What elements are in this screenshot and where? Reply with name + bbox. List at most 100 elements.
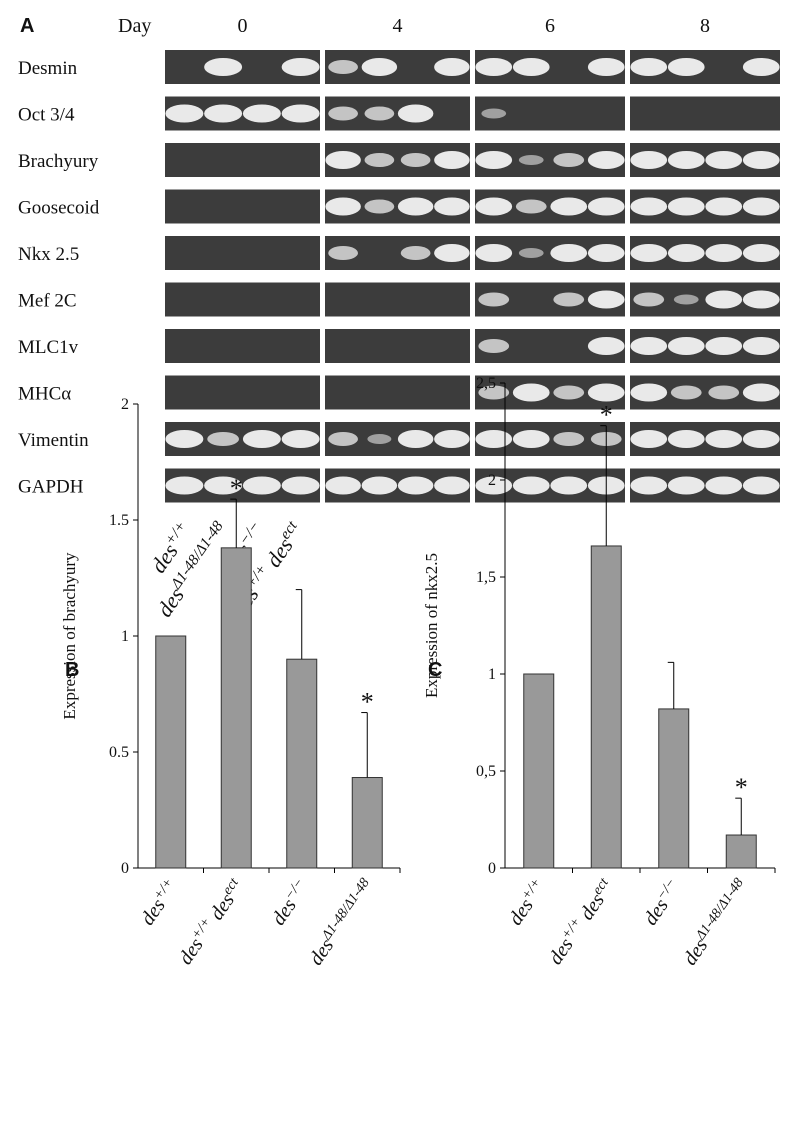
lane-label: des+/+ desect: [173, 874, 249, 968]
band: [587, 197, 625, 216]
label-base: des: [639, 895, 672, 930]
band: [550, 197, 588, 216]
gel-strip: [165, 189, 320, 224]
band: [705, 476, 743, 495]
band: [515, 199, 547, 214]
panel-label: A: [20, 15, 34, 37]
band: [165, 430, 204, 448]
band: [165, 476, 204, 495]
band: [281, 476, 320, 495]
band: [364, 106, 395, 121]
y-tick-label: 0: [121, 860, 129, 877]
day-label: Day: [118, 15, 151, 37]
band: [481, 108, 507, 119]
lane-label: des−/−: [266, 875, 314, 929]
lane-label: des+/+: [503, 875, 551, 929]
gene-label: Goosecoid: [18, 198, 100, 219]
label-base: des: [504, 895, 537, 930]
gene-label: GAPDH: [18, 477, 84, 498]
band: [475, 476, 513, 495]
gene-label: Brachyury: [18, 151, 99, 172]
bar: [220, 547, 252, 869]
band: [705, 430, 743, 448]
significance: *: [735, 773, 748, 802]
lane-label: des+/+ desect: [543, 874, 619, 968]
lane-label: desΔ1-48/Δ1-48: [304, 875, 380, 969]
band: [518, 248, 544, 258]
y-tick-label: 0.5: [109, 744, 129, 761]
label-base: des: [544, 934, 577, 969]
band: [434, 151, 470, 169]
bar: [590, 545, 622, 869]
y-tick-label: 1: [121, 628, 129, 645]
panel-label: C: [428, 659, 442, 681]
band: [325, 151, 361, 169]
band: [667, 337, 705, 355]
band: [364, 153, 395, 167]
band: [478, 339, 510, 353]
band: [281, 104, 320, 123]
gene-label: Desmin: [18, 58, 78, 79]
y-axis-label: Expression of brachyury: [60, 552, 79, 720]
band: [667, 430, 705, 448]
band: [742, 151, 780, 169]
gel-strip: [325, 282, 470, 317]
band: [475, 197, 513, 216]
day: 4: [393, 15, 403, 37]
band: [673, 294, 699, 305]
band: [512, 476, 550, 495]
band: [630, 151, 668, 169]
band: [397, 197, 434, 216]
band: [630, 383, 668, 402]
band: [328, 60, 358, 74]
lane-label: des+/+: [135, 875, 183, 929]
band: [587, 337, 625, 355]
band: [705, 244, 743, 262]
band: [742, 290, 780, 309]
band: [204, 58, 243, 76]
band: [512, 383, 550, 402]
bar: [155, 635, 187, 869]
band: [281, 58, 320, 76]
gene-label: MLC1v: [18, 337, 79, 358]
band: [550, 244, 588, 262]
gel-strip: [165, 143, 320, 177]
band: [397, 104, 434, 123]
band: [400, 153, 431, 167]
y-tick-label: 2,5: [476, 375, 496, 392]
day: 0: [238, 15, 248, 37]
band: [397, 430, 434, 448]
gel-strip: [165, 329, 320, 363]
gene-label: Nkx 2.5: [18, 244, 79, 265]
band: [204, 476, 243, 495]
bar: [725, 834, 757, 869]
band: [705, 151, 743, 169]
gel-strip: [165, 375, 320, 410]
band: [328, 246, 358, 260]
band: [667, 476, 705, 495]
label-base: des: [305, 935, 338, 970]
band: [630, 337, 668, 355]
bar: [523, 673, 555, 869]
band: [742, 58, 780, 76]
lane-label: desΔ1-48/Δ1-48: [678, 875, 754, 969]
significance: *: [230, 474, 243, 503]
gel-strip: [165, 282, 320, 317]
band: [165, 104, 204, 123]
band: [705, 337, 743, 355]
band: [512, 430, 550, 448]
band: [361, 58, 398, 76]
band: [667, 197, 705, 216]
band: [434, 476, 470, 495]
label-base: des: [267, 895, 300, 930]
band: [630, 197, 668, 216]
band: [587, 290, 625, 309]
gel-strip: [630, 96, 780, 131]
y-tick-label: 1,5: [476, 569, 496, 586]
band: [742, 430, 780, 448]
bar: [286, 658, 318, 869]
gene-label: MHCα: [18, 384, 71, 405]
band: [364, 199, 395, 214]
label-sup: Δ1-48/Δ1-48: [318, 875, 372, 943]
band: [667, 151, 705, 169]
